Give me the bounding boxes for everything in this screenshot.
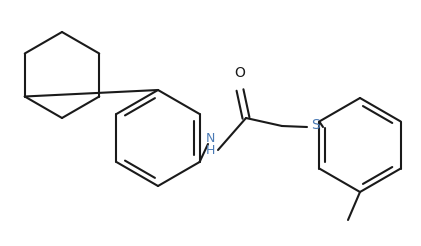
Text: N
H: N H	[205, 133, 215, 157]
Text: S: S	[311, 118, 320, 132]
Text: O: O	[234, 66, 245, 80]
